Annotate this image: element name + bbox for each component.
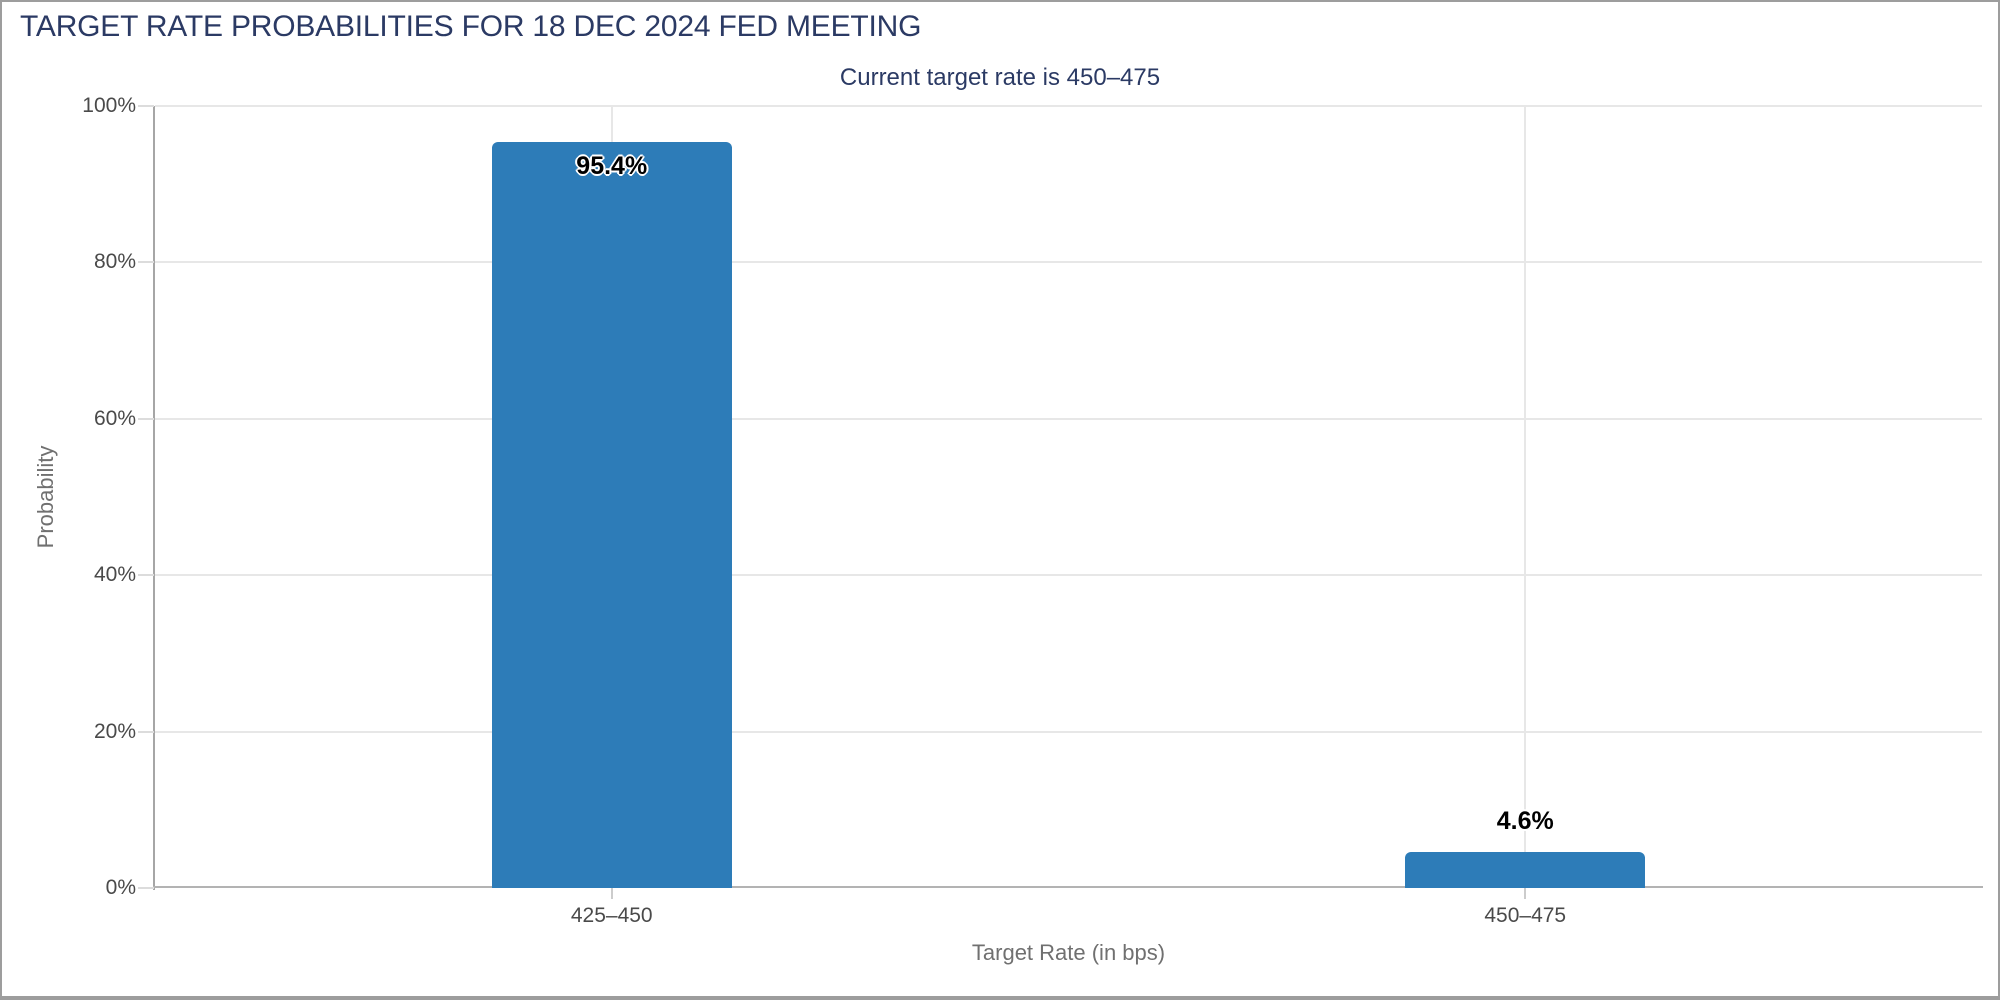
gridline-100% xyxy=(155,105,1982,107)
bar-425–450[interactable] xyxy=(491,142,732,888)
gridline-40% xyxy=(155,574,1982,577)
bar-value-label: 4.6% xyxy=(1496,807,1554,835)
gridline-80% xyxy=(155,261,1982,264)
y-tick-label: 0% xyxy=(105,876,136,899)
y-tick-mark xyxy=(138,730,154,733)
y-tick-label: 100% xyxy=(82,94,136,117)
y-tick-label: 80% xyxy=(93,250,136,274)
x-category-label: 450–475 xyxy=(1484,904,1567,927)
y-tick-label: 20% xyxy=(93,719,136,743)
y-tick-mark xyxy=(138,261,154,264)
chart-subtitle: Current target rate is 450–475 xyxy=(839,64,1161,91)
gridline-60% xyxy=(155,417,1982,420)
plot-area: 95.4% 4.6% xyxy=(153,105,1983,890)
bar-value-label: 95.4% xyxy=(576,152,648,180)
gridline-20% xyxy=(155,730,1982,733)
x-category-label: 425–450 xyxy=(570,904,653,927)
y-tick-mark xyxy=(138,105,154,107)
y-axis-line xyxy=(153,106,155,890)
y-tick-mark xyxy=(138,887,154,889)
x-axis-title: Target Rate (in bps) xyxy=(971,940,1166,965)
x-tick-mark xyxy=(610,888,613,899)
x-tick-mark xyxy=(1524,888,1527,899)
y-tick-label: 40% xyxy=(93,563,136,587)
chart-title: TARGET RATE PROBABILITIES FOR 18 DEC 202… xyxy=(20,10,922,43)
y-tick-mark xyxy=(138,574,154,577)
y-tick-label: 60% xyxy=(93,406,136,430)
bar-450–475[interactable] xyxy=(1405,852,1646,888)
y-tick-mark xyxy=(138,417,154,420)
x-axis-line xyxy=(153,886,1983,888)
y-axis-title: Probability xyxy=(33,445,58,549)
category-gridline xyxy=(1524,106,1527,888)
